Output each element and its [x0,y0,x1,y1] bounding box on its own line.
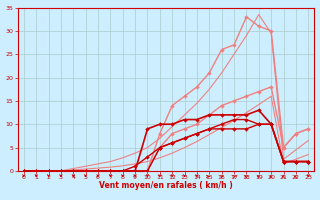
X-axis label: Vent moyen/en rafales ( km/h ): Vent moyen/en rafales ( km/h ) [99,181,233,190]
